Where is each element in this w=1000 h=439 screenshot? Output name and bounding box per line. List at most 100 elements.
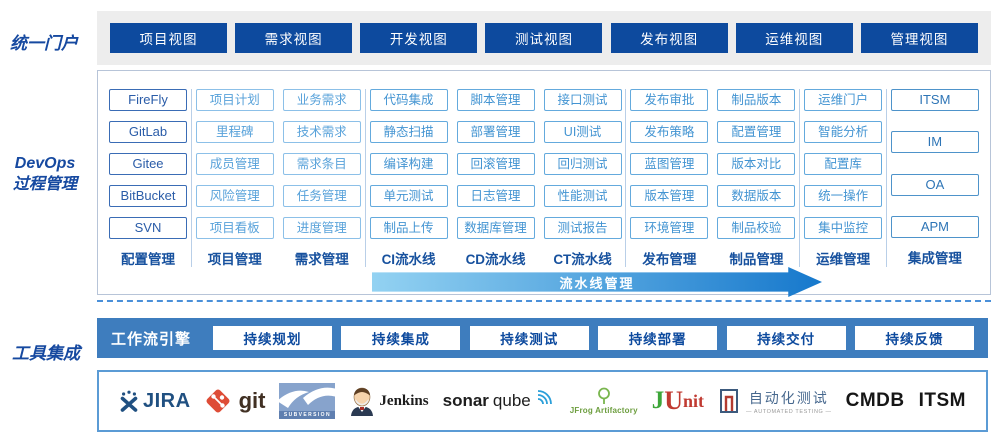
feature-box: 风险管理 xyxy=(195,185,274,207)
feature-box: 编译构建 xyxy=(369,153,448,175)
column-group-divider xyxy=(364,89,366,267)
feature-box: 发布审批 xyxy=(630,89,709,111)
feature-box: 单元测试 xyxy=(369,185,448,207)
portal-views-bar: 项目视图 需求视图 开发视图 测试视图 发布视图 运维视图 管理视图 xyxy=(97,11,991,65)
itsm-wordmark: ITSM xyxy=(918,390,966,411)
feature-box: 蓝图管理 xyxy=(630,153,709,175)
pipeline-management-arrow: 流水线管理 xyxy=(372,267,822,297)
tool-logos-panel: JIRA git SUBVERSION Jenkins sonar qube JFrog A… xyxy=(97,370,988,432)
feature-box: 制品版本 xyxy=(717,89,796,111)
column-label: 制品管理 xyxy=(729,252,784,267)
column-group: FireFly GitLab Gitee BitBucket SVN 配置管理 xyxy=(109,89,187,267)
jfrog-ring-icon xyxy=(597,387,610,404)
feature-box: 成员管理 xyxy=(195,153,274,175)
column-label: 项目管理 xyxy=(207,252,262,267)
feature-box: 回滚管理 xyxy=(456,153,535,175)
column-group-divider xyxy=(625,89,627,267)
column-items: FireFly GitLab Gitee BitBucket SVN xyxy=(109,89,187,239)
feature-box: SVN xyxy=(109,217,187,239)
portal-view-button: 管理视图 xyxy=(860,23,978,53)
column-group: 代码集成 静态扫描 编译构建 单元测试 制品上传 CI流水线 脚本管理 部署管理 回滚管理 日志管… xyxy=(369,89,622,267)
workflow-stage-button: 持续测试 xyxy=(469,326,589,350)
column-项目管理: 项目计划里程碑成员管理风险管理项目看板项目管理 xyxy=(195,89,274,267)
column-label: 集成管理 xyxy=(907,251,962,266)
devops-process-label: DevOps 过程管理 xyxy=(13,153,77,195)
sonarqube-wordmark-light: qube xyxy=(492,391,531,410)
feature-box: 测试报告 xyxy=(543,217,622,239)
column-group: 发布审批 发布策略 蓝图管理 版本管理 环境管理 发布管理 制品版本 配置管理 版本对比 数据版本… xyxy=(630,89,796,267)
jenkins-butler-icon xyxy=(351,387,374,416)
feature-box: 需求条目 xyxy=(282,153,361,175)
column-group-divider xyxy=(799,89,801,267)
feature-box: 智能分析 xyxy=(804,121,883,143)
feature-box: 部署管理 xyxy=(456,121,535,143)
column-CT流水线: 接口测试 UI测试 回归测试 性能测试 测试报告 CT流水线 xyxy=(543,89,622,267)
column-items: 项目计划里程碑成员管理风险管理项目看板 xyxy=(195,89,274,239)
sonarqube-waves-icon xyxy=(537,390,552,405)
feature-box: 运维门户 xyxy=(804,89,883,111)
column-运维管理: 运维门户 智能分析 配置库 统一操作 集中监控 运维管理 xyxy=(804,89,883,267)
column-制品管理: 制品版本 配置管理 版本对比 数据版本 制品校验 制品管理 xyxy=(717,89,796,267)
git-logo-icon xyxy=(204,388,231,414)
column-配置管理: FireFly GitLab Gitee BitBucket SVN 配置管理 xyxy=(109,89,187,267)
feature-box: 集中监控 xyxy=(804,217,883,239)
automated-testing-icon xyxy=(720,389,738,413)
section-dashed-divider xyxy=(97,300,991,302)
feature-box: 里程碑 xyxy=(195,121,274,143)
feature-box: OA xyxy=(890,173,979,196)
feature-box: 项目计划 xyxy=(195,89,274,111)
logo-autotest: 自动化测试 — AUTOMATED TESTING — xyxy=(718,388,832,415)
feature-box: 统一操作 xyxy=(804,185,883,207)
column-CD流水线: 脚本管理 部署管理 回滚管理 日志管理 数据库管理 CD流水线 xyxy=(456,89,535,267)
column-items: ITSM IM OA APM xyxy=(890,89,979,238)
portal-view-button: 测试视图 xyxy=(485,23,603,53)
unified-portal-label: 统一门户 xyxy=(10,34,78,53)
logo-sonarqube: sonar qube xyxy=(443,388,556,414)
devops-process-label-line2: 过程管理 xyxy=(13,176,78,193)
logo-itsm: ITSM xyxy=(919,390,966,412)
feature-box: 制品上传 xyxy=(369,217,448,239)
feature-box: 日志管理 xyxy=(456,185,535,207)
feature-box: 数据库管理 xyxy=(456,217,535,239)
column-items: 代码集成 静态扫描 编译构建 单元测试 制品上传 xyxy=(369,89,448,239)
feature-box: 静态扫描 xyxy=(369,121,448,143)
feature-box: 项目看板 xyxy=(195,217,274,239)
column-group-divider xyxy=(886,89,888,267)
column-label: CT流水线 xyxy=(553,252,612,267)
feature-box: 版本对比 xyxy=(717,153,796,175)
feature-box: 配置管理 xyxy=(717,121,796,143)
feature-box: 业务需求 xyxy=(282,89,361,111)
portal-view-button: 项目视图 xyxy=(110,23,227,53)
feature-box: 技术需求 xyxy=(282,121,361,143)
column-group: 运维门户 智能分析 配置库 统一操作 集中监控 运维管理 xyxy=(804,89,883,267)
jenkins-wordmark: Jenkins xyxy=(379,392,429,409)
column-label: 运维管理 xyxy=(816,252,871,267)
logo-jenkins: Jenkins xyxy=(349,386,429,416)
logo-jfrog: JFrog Artifactory xyxy=(570,387,638,415)
column-label: CI流水线 xyxy=(381,252,436,267)
feature-box: 性能测试 xyxy=(543,185,622,207)
column-label: 需求管理 xyxy=(294,252,349,267)
logo-git: git xyxy=(204,388,265,414)
column-CI流水线: 代码集成 静态扫描 编译构建 单元测试 制品上传 CI流水线 xyxy=(369,89,448,267)
junit-wordmark-nit: nit xyxy=(683,390,705,411)
column-label: 发布管理 xyxy=(642,252,697,267)
process-management-panel: FireFly GitLab Gitee BitBucket SVN 配置管理 项目计划 里程… xyxy=(97,70,991,297)
feature-box: 接口测试 xyxy=(543,89,622,111)
column-发布管理: 发布审批 发布策略 蓝图管理 版本管理 环境管理 发布管理 xyxy=(630,89,709,267)
feature-box: 任务管理 xyxy=(282,185,361,207)
feature-box: 环境管理 xyxy=(630,217,709,239)
column-group: ITSM IM OA APM 集成管理 xyxy=(890,89,979,267)
devops-process-label-line1: DevOps xyxy=(14,155,76,172)
workflow-stage-button: 持续交付 xyxy=(726,326,846,350)
feature-box: IM xyxy=(890,131,979,154)
junit-wordmark-u: U xyxy=(664,386,683,415)
feature-box: FireFly xyxy=(109,89,187,111)
workflow-stage-button: 持续规划 xyxy=(213,326,333,350)
column-group-divider xyxy=(190,89,192,267)
column-label: CD流水线 xyxy=(465,252,526,267)
feature-box: 制品校验 xyxy=(717,217,796,239)
pipeline-arrow-label: 流水线管理 xyxy=(559,275,635,291)
workflow-stage-button: 持续集成 xyxy=(341,326,461,350)
